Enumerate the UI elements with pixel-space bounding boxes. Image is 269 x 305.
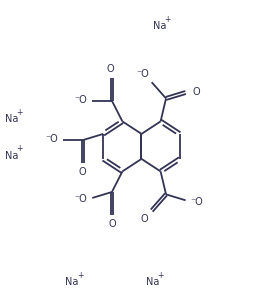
Text: ⁻O: ⁻O: [137, 69, 150, 78]
Text: ⁻O: ⁻O: [75, 195, 87, 204]
Text: O: O: [140, 214, 148, 224]
Text: O: O: [79, 167, 86, 177]
Text: ⁻O: ⁻O: [74, 95, 87, 105]
Text: Na: Na: [65, 277, 79, 287]
Text: ⁻O: ⁻O: [45, 135, 58, 145]
Text: +: +: [77, 271, 83, 280]
Text: O: O: [108, 219, 116, 229]
Text: +: +: [164, 15, 171, 24]
Text: ⁻O: ⁻O: [190, 197, 203, 207]
Text: O: O: [192, 87, 200, 97]
Text: Na: Na: [153, 21, 166, 31]
Text: +: +: [16, 144, 23, 153]
Text: Na: Na: [5, 114, 18, 124]
Text: Na: Na: [146, 277, 160, 287]
Text: O: O: [107, 64, 114, 74]
Text: +: +: [158, 271, 164, 280]
Text: Na: Na: [5, 151, 18, 160]
Text: +: +: [16, 108, 23, 117]
